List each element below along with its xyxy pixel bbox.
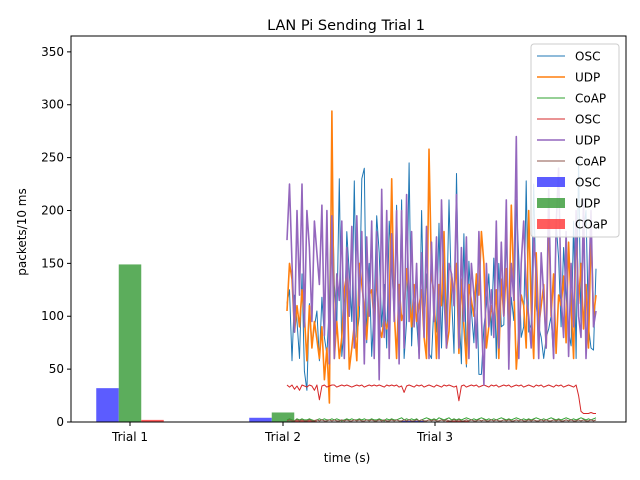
x-axis-label: time (s) [324, 451, 371, 465]
legend-box [530, 43, 620, 238]
legend-label: OSC [575, 113, 600, 127]
y-tick-label: 150 [41, 256, 64, 270]
y-tick-label: 200 [41, 203, 64, 217]
legend-label: CoAP [575, 92, 606, 106]
legend-label: OSC [575, 176, 600, 190]
line-series-5 [286, 419, 597, 422]
line-series-2 [286, 417, 597, 422]
x-tick-label: Trial 3 [416, 430, 453, 444]
axes: 0 50 100 150 200 250 300 350 Trial 1 Trial 2 Trial… [41, 35, 627, 444]
legend-bar-swatch [537, 219, 565, 229]
y-tick-label: 50 [49, 362, 64, 376]
legend-label: UDP [575, 71, 600, 85]
line-series-0 [286, 157, 597, 391]
legend-label: CoAP [575, 155, 606, 169]
legend-label: COaP [575, 218, 607, 232]
legend: OSC UDP CoAP OSC UDP CoAP OSC UDP COaP [530, 43, 620, 238]
bar-coap [141, 419, 164, 422]
legend-bar-swatch [537, 177, 565, 187]
bar-osc [249, 417, 272, 422]
y-tick-label: 0 [56, 415, 64, 429]
y-tick-label: 350 [41, 45, 64, 59]
line-series-4 [286, 135, 597, 386]
bar-coap [446, 420, 469, 422]
legend-label: UDP [575, 134, 600, 148]
line-series-3 [286, 384, 596, 414]
chart-title: LAN Pi Sending Trial 1 [267, 18, 425, 34]
plot-area [96, 110, 597, 422]
legend-label: OSC [575, 50, 600, 64]
bar-osc [401, 420, 424, 422]
bar-udp [118, 264, 142, 422]
legend-bar-swatch [537, 198, 565, 208]
bar-udp [271, 412, 295, 422]
bar-osc [96, 388, 119, 422]
x-tick-label: Trial 1 [111, 430, 148, 444]
y-tick-label: 100 [41, 309, 64, 323]
x-tick-label: Trial 2 [264, 430, 301, 444]
legend-label: UDP [575, 197, 600, 211]
y-axis-label: packets/10 ms [15, 188, 29, 276]
y-tick-label: 250 [41, 151, 64, 165]
y-tick-label: 300 [41, 98, 64, 112]
axes-frame [70, 35, 627, 423]
